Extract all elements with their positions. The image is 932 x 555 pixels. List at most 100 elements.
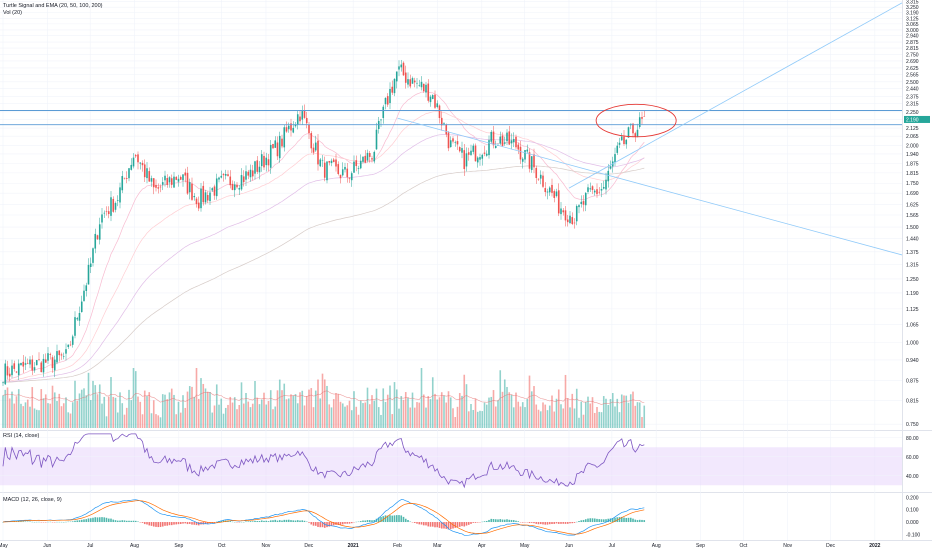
volume-bar xyxy=(301,391,303,428)
volume-bar xyxy=(376,389,378,428)
candle-body xyxy=(400,65,402,68)
macd-histogram-bar xyxy=(319,522,321,527)
price-tick-label: 2.625 xyxy=(906,66,919,72)
candle-body xyxy=(603,187,605,189)
candle-body xyxy=(459,147,461,151)
volume-bar xyxy=(441,392,443,428)
volume-bar xyxy=(331,407,333,428)
macd-histogram-bar xyxy=(265,521,267,522)
candle-body xyxy=(576,206,578,221)
candle-body xyxy=(279,136,281,158)
candle-body xyxy=(436,103,438,107)
ema-200-line xyxy=(3,166,644,383)
macd-histogram-bar xyxy=(628,518,630,522)
candle-body xyxy=(22,362,24,367)
candle-body xyxy=(526,150,528,152)
candle-body xyxy=(299,117,301,122)
candle-body xyxy=(54,360,56,371)
price-tick-label: 3.315 xyxy=(906,0,919,6)
volume-bar xyxy=(524,407,526,428)
macd-histogram-bar xyxy=(130,521,132,522)
candle-body xyxy=(169,177,171,182)
macd-histogram-bar xyxy=(268,521,270,522)
candle-body xyxy=(137,154,139,162)
candle-body xyxy=(256,160,258,171)
volume-bar xyxy=(520,407,522,428)
macd-histogram-bar xyxy=(99,517,101,522)
candle-body xyxy=(367,153,369,161)
volume-bar xyxy=(139,402,141,428)
time-tick-label: Apr xyxy=(478,543,486,549)
volume-bar xyxy=(101,404,103,428)
volume-bar xyxy=(4,390,6,428)
candle-body xyxy=(580,202,582,204)
candle-body xyxy=(373,152,375,162)
candle-body xyxy=(263,156,265,167)
volume-bar xyxy=(142,414,144,428)
candle-body xyxy=(146,168,148,178)
volume-bar xyxy=(277,390,279,428)
candle-body xyxy=(511,140,513,143)
volume-bar xyxy=(351,410,353,428)
volume-bar xyxy=(556,399,558,428)
volume-bar xyxy=(234,397,236,428)
candle-body xyxy=(484,153,486,154)
macd-histogram-bar xyxy=(301,520,303,522)
price-tick-label: 1.125 xyxy=(906,307,919,313)
macd-histogram-bar xyxy=(151,522,153,526)
macd-histogram-bar xyxy=(261,520,263,522)
candle-body xyxy=(454,142,456,143)
macd-histogram-bar xyxy=(443,522,445,529)
macd-histogram-bar xyxy=(459,522,461,527)
volume-bar xyxy=(27,400,29,428)
volume-legend: Vol (20) xyxy=(3,10,22,17)
candle-body xyxy=(97,235,99,239)
macd-histogram-bar xyxy=(540,522,542,524)
candle-body xyxy=(148,171,150,181)
time-tick-label: Feb xyxy=(393,543,402,549)
macd-histogram-bar xyxy=(499,519,501,522)
macd-histogram-bar xyxy=(85,519,87,522)
volume-bar xyxy=(259,404,261,428)
volume-bar xyxy=(25,402,27,428)
candle-body xyxy=(578,205,580,207)
macd-histogram-bar xyxy=(121,520,123,522)
macd-histogram-bar xyxy=(112,520,114,522)
candle-body xyxy=(533,154,535,167)
macd-histogram-bar xyxy=(169,522,171,525)
macd-histogram-bar xyxy=(436,522,438,527)
candle-body xyxy=(418,85,420,86)
candle-body xyxy=(549,188,551,193)
volume-bar xyxy=(580,402,582,428)
candle-body xyxy=(72,336,74,344)
volume-bar xyxy=(373,401,375,428)
candle-body xyxy=(490,132,492,142)
volume-bar xyxy=(436,399,438,428)
candle-body xyxy=(9,374,11,377)
macd-histogram-bar xyxy=(389,515,391,522)
volume-bar xyxy=(619,412,621,428)
macd-histogram-bar xyxy=(283,520,285,522)
macd-histogram-bar xyxy=(391,516,393,522)
candle-body xyxy=(628,127,630,137)
time-tick-label: Nov xyxy=(262,543,271,549)
macd-histogram-bar xyxy=(470,522,472,524)
candle-body xyxy=(508,131,510,144)
macd-histogram-bar xyxy=(247,521,249,522)
candle-body xyxy=(88,265,90,285)
macd-histogram-bar xyxy=(299,521,301,523)
volume-bar xyxy=(477,412,479,428)
volume-bar xyxy=(265,405,267,428)
volume-bar xyxy=(362,403,364,428)
time-tick-label: 2021 xyxy=(348,543,359,549)
macd-histogram-bar xyxy=(308,522,310,523)
macd-histogram-bar xyxy=(286,520,288,522)
volume-bar xyxy=(319,398,321,428)
macd-histogram-bar xyxy=(385,515,387,522)
macd-histogram-bar xyxy=(477,522,479,523)
macd-histogram-bar xyxy=(137,522,139,523)
macd-histogram-bar xyxy=(22,521,24,522)
candle-body xyxy=(445,125,447,134)
price-tick-label: 2.500 xyxy=(906,80,919,86)
time-tick-label: Jun xyxy=(565,543,573,549)
